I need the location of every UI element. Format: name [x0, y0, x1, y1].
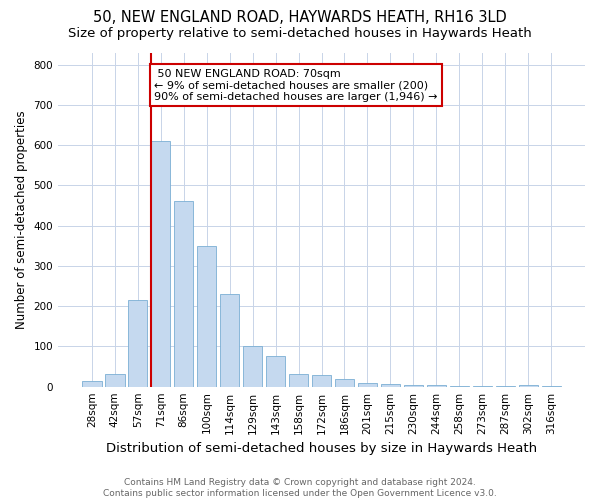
Bar	[105, 374, 125, 386]
Bar	[82, 381, 101, 386]
Bar	[312, 376, 331, 386]
X-axis label: Distribution of semi-detached houses by size in Haywards Heath: Distribution of semi-detached houses by …	[106, 442, 537, 455]
Bar	[266, 356, 286, 386]
Text: 50, NEW ENGLAND ROAD, HAYWARDS HEATH, RH16 3LD: 50, NEW ENGLAND ROAD, HAYWARDS HEATH, RH…	[93, 10, 507, 25]
Text: Contains HM Land Registry data © Crown copyright and database right 2024.
Contai: Contains HM Land Registry data © Crown c…	[103, 478, 497, 498]
Bar	[380, 384, 400, 386]
Bar	[335, 380, 354, 386]
Bar	[289, 374, 308, 386]
Bar	[174, 202, 193, 386]
Bar	[243, 346, 262, 387]
Bar	[220, 294, 239, 386]
Text: Size of property relative to semi-detached houses in Haywards Heath: Size of property relative to semi-detach…	[68, 28, 532, 40]
Bar	[197, 246, 217, 386]
Bar	[518, 384, 538, 386]
Bar	[128, 300, 148, 386]
Bar	[358, 382, 377, 386]
Text: 50 NEW ENGLAND ROAD: 70sqm
← 9% of semi-detached houses are smaller (200)
90% of: 50 NEW ENGLAND ROAD: 70sqm ← 9% of semi-…	[154, 68, 438, 102]
Y-axis label: Number of semi-detached properties: Number of semi-detached properties	[15, 110, 28, 329]
Bar	[151, 141, 170, 386]
Bar	[404, 385, 423, 386]
